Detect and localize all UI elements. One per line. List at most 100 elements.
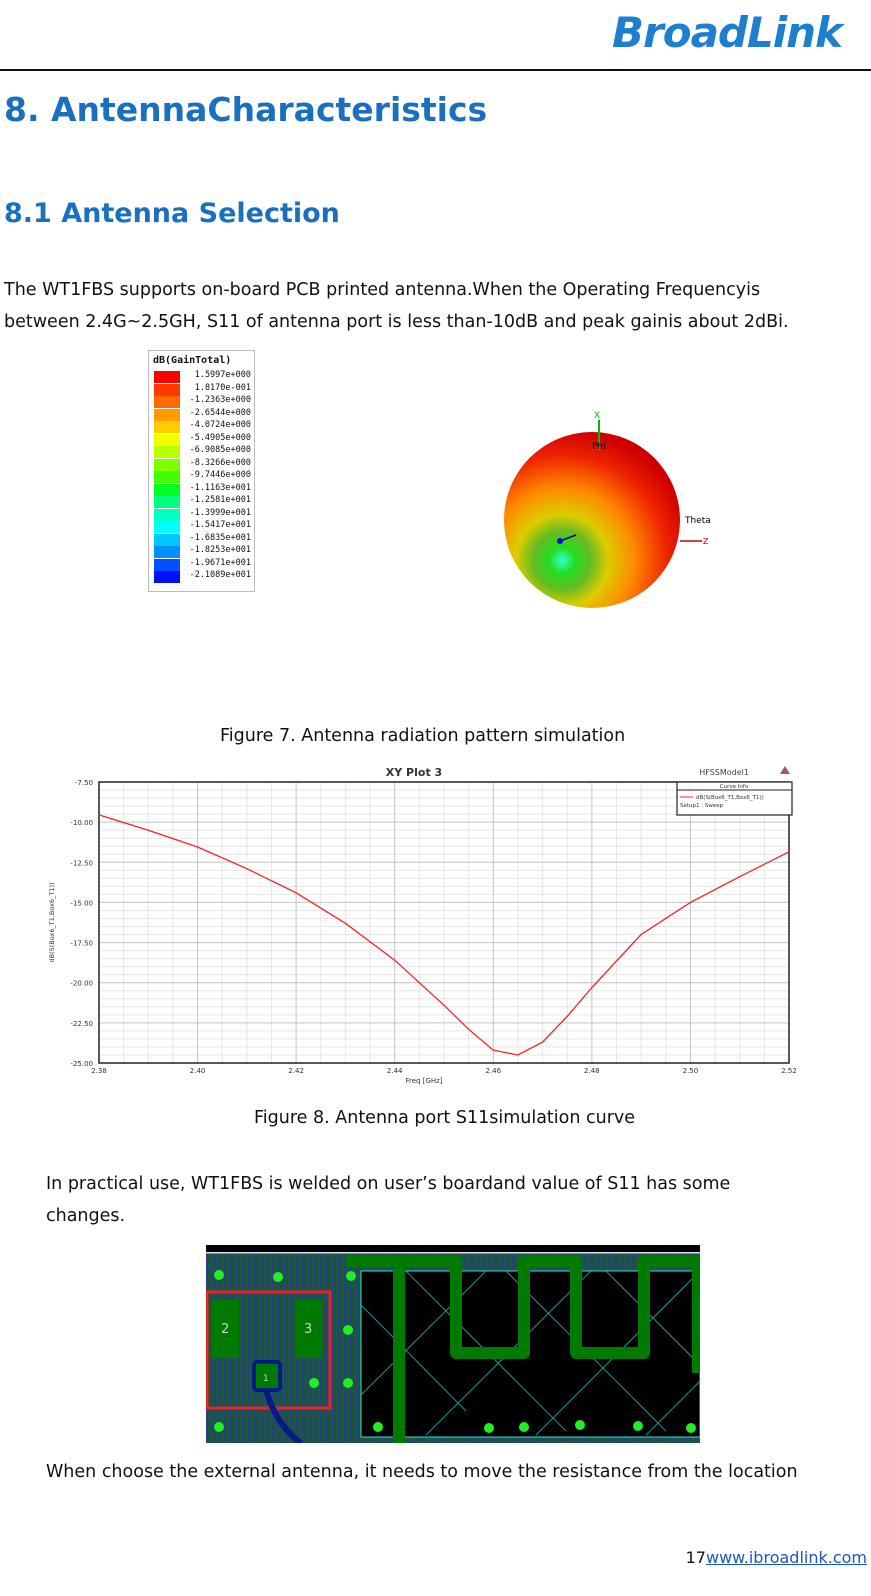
website-link[interactable]: www.ibroadlink.com (705, 1548, 867, 1567)
s11-chart: -7.50 -10.00 -12.50 -15.00 -17.50 -20.00 -22.5… (48, 766, 797, 1085)
legend-value: -2.1089e+001 (189, 570, 251, 580)
s11-point (147, 829, 149, 831)
y-tick-label: -20.00 (70, 980, 93, 988)
legend-value: -1.2581e+001 (189, 495, 251, 505)
s11-point (344, 922, 347, 924)
legend-value: -1.2363e+000 (189, 395, 251, 405)
y-tick-label: -17.50 (70, 940, 93, 948)
legend-title: Curve Info (720, 784, 749, 790)
legend-row: -5.4905e+000 (154, 432, 254, 446)
legend-swatch (154, 571, 180, 584)
y-axis-label: dB(S(Box6_T1,Box6_T1)) (48, 882, 56, 962)
s11-point (492, 1049, 494, 1051)
gain-sphere (504, 432, 680, 608)
legend-value: 1.5997e+000 (194, 370, 251, 380)
legend-row: -9.7446e+000 (154, 470, 254, 484)
s11-point (196, 846, 199, 848)
legend-row: -1.9671e+001 (154, 557, 254, 571)
subsection-heading: 8.1 Antenna Selection (4, 198, 340, 229)
legend-swatch (154, 558, 180, 571)
legend-value: -1.6835e+001 (189, 532, 251, 543)
external-antenna-text: When choose the external antenna, it nee… (46, 1462, 798, 1482)
legend-row: -1.6835e+001 (154, 532, 254, 546)
intro-line: The WT1FBS supports on-board PCB printed… (4, 280, 761, 300)
legend-swatch (154, 433, 180, 446)
practical-line: In practical use, WT1FBS is welded on us… (46, 1174, 731, 1194)
plot-frame (98, 781, 790, 1064)
y-tick-label: -22.50 (70, 1020, 93, 1028)
legend-value: -9.7446e+000 (189, 470, 251, 480)
gain-legend: dB(GainTotal) 1.5997e+000 1.8170e-001 -1.2… (148, 350, 255, 592)
legend-value: -1.3999e+001 (189, 507, 251, 518)
legend-series-name: dB(S(Box6_T1,Box6_T1)) (696, 795, 764, 801)
practical-paragraph: In practical use, WT1FBS is welded on us… (46, 1168, 730, 1232)
y-tick-label: -15.00 (70, 899, 93, 907)
legend-value: -1.8253e+001 (189, 545, 251, 555)
theta-label: Theta (684, 516, 710, 526)
legend-swatch (154, 508, 180, 521)
legend-swatch (154, 546, 180, 559)
legend-value: -5.4905e+000 (189, 432, 251, 443)
pad-3 (295, 1300, 322, 1358)
s11-point (246, 868, 248, 870)
header-divider (0, 69, 871, 71)
broadlink-logo: BroadLink (612, 8, 843, 57)
intro-paragraph: The WT1FBS supports on-board PCB printed… (4, 274, 789, 338)
model-icon (780, 766, 790, 774)
legend-swatch (154, 421, 180, 434)
meander-antenna-trace (346, 1255, 700, 1373)
legend-swatch (154, 396, 180, 409)
y-tick-label: -25.00 (70, 1060, 93, 1068)
section-heading: 8. AntennaCharacteristics (4, 90, 488, 129)
legend-swatch (154, 471, 180, 484)
x-tick-label: 2.40 (190, 1067, 206, 1075)
x-tick-label: 2.38 (91, 1067, 107, 1075)
x-axis-label: Freq [GHz] (405, 1077, 442, 1085)
legend-row: -6.9085e+000 (154, 445, 254, 459)
legend-value: -1.9671e+001 (189, 557, 251, 568)
legend-swatch (154, 446, 180, 459)
chart-title: XY Plot 3 (386, 766, 442, 779)
legend-swatch (154, 383, 180, 396)
pad-2 (212, 1300, 239, 1358)
legend-swatch (154, 521, 180, 534)
legend-value: -2.6544e+000 (189, 407, 251, 418)
figure-7-caption: Figure 7. Antenna radiation pattern simu… (220, 726, 626, 746)
x-tick-label: 2.50 (683, 1067, 699, 1075)
legend-row: -1.3999e+001 (154, 507, 254, 521)
z-axis-label: Z (703, 537, 709, 546)
legend-swatch (154, 533, 180, 546)
x-tick-label: 2.44 (387, 1067, 403, 1075)
legend-value: -8.3266e+000 (189, 457, 251, 468)
legend-value: -1.1163e+001 (189, 482, 251, 493)
legend-row: 1.5997e+000 (154, 370, 254, 384)
curve-legend (676, 781, 793, 816)
x-tick-label: 2.46 (485, 1067, 501, 1075)
practical-line: changes. (46, 1206, 126, 1226)
s11-point (517, 1054, 519, 1056)
legend-row: 1.8170e-001 (154, 383, 254, 396)
figure-8-caption: Figure 8. Antenna port S11simulation cur… (254, 1108, 636, 1128)
legend-row: -1.2581e+001 (154, 495, 254, 509)
legend-swatch (154, 408, 180, 421)
s11-point (739, 876, 741, 878)
x-tick-label: 2.42 (288, 1067, 304, 1075)
x-tick-label: 2.52 (781, 1067, 797, 1075)
origin-marker (557, 538, 563, 544)
matching-component-highlight (206, 1290, 332, 1410)
legend-value: -4.0724e+000 (189, 420, 251, 430)
legend-swatch (154, 371, 180, 384)
legend-setup: Setup1 : Sweep (680, 803, 724, 809)
legend-row: -2.6544e+000 (154, 407, 254, 421)
legend-row: -8.3266e+000 (154, 457, 254, 471)
legend-swatch (154, 496, 180, 509)
legend-value: -6.9085e+000 (189, 445, 251, 455)
intro-line: between 2.4G~2.5GH, S11 of antenna port … (4, 312, 789, 332)
model-label: HFSSModel1 (699, 768, 749, 777)
legend-title: dB(GainTotal) (153, 355, 232, 366)
s11-point (591, 986, 593, 989)
y-tick-label: -12.50 (70, 859, 93, 867)
s11-point (295, 892, 297, 894)
pad-2-label: 2 (221, 1322, 229, 1337)
legend-row: -1.8253e+001 (154, 545, 254, 559)
